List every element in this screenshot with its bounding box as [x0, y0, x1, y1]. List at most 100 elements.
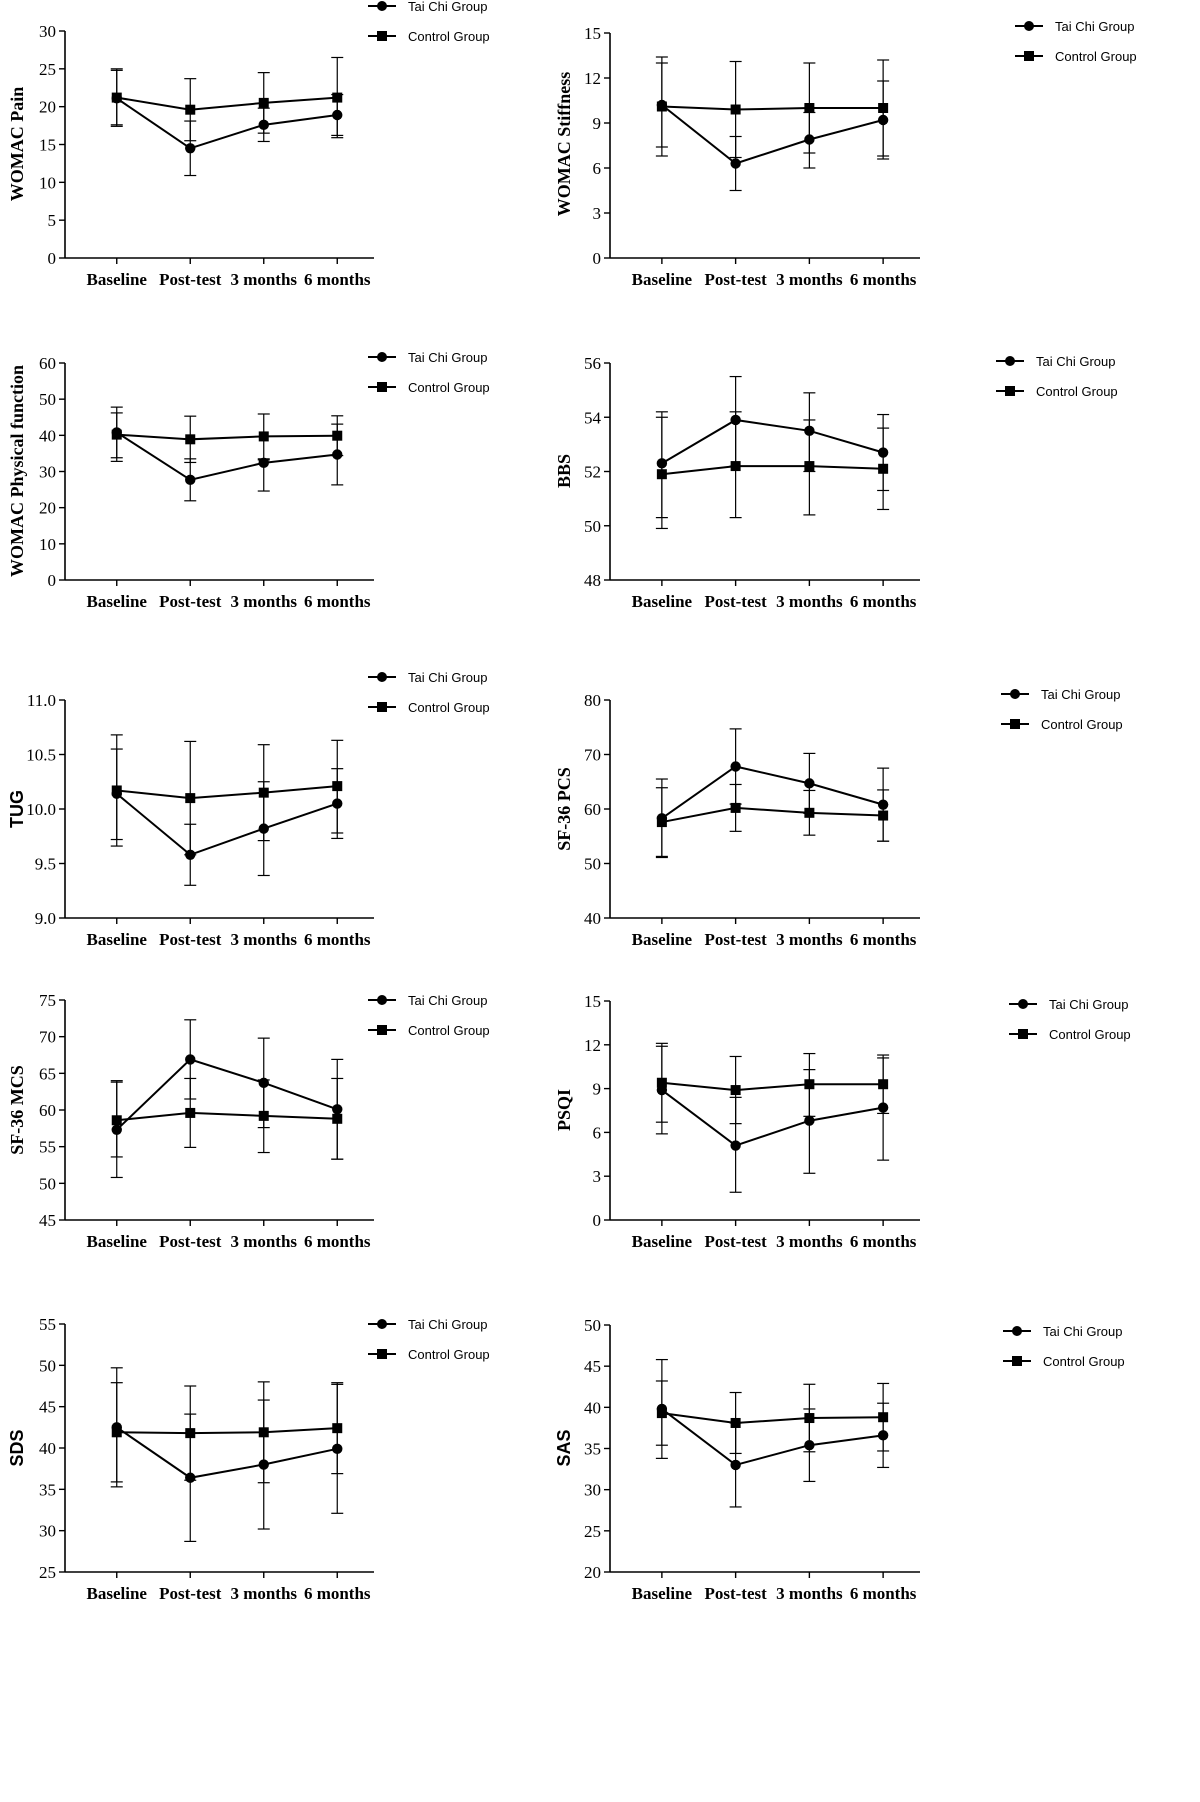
- x-category-label: 6 months: [850, 270, 917, 289]
- legend-label-control: Control Group: [408, 700, 490, 715]
- control-series: [110, 1381, 344, 1484]
- y-axis-title: TUG: [7, 790, 27, 828]
- data-point-square: [730, 1085, 741, 1096]
- data-point-square: [185, 434, 196, 445]
- legend: Tai Chi Group Control Group: [1009, 997, 1131, 1042]
- y-tick-label: 30: [39, 463, 56, 482]
- y-axis-title: SAS: [554, 1429, 574, 1466]
- chart-panel-1: 0 5 10 15 20 25 30 Baseline Post-test 3 months 6 m…: [7, 0, 490, 289]
- x-category-label: Post-test: [704, 1584, 767, 1603]
- data-point-square: [111, 1427, 122, 1438]
- series-line: [661, 104, 884, 165]
- chart-panel-9: 25 30 35 40 45 50 55 Baseline Post-test 3 months 6…: [7, 1315, 490, 1603]
- x-category-label: 3 months: [776, 930, 843, 949]
- taichi-series: [110, 1019, 344, 1179]
- legend-circle-marker: [1005, 356, 1015, 366]
- series-line: [116, 96, 338, 111]
- chart-panel-7: 45 50 55 60 65 70 75 Baseline Post-test 3 months 6…: [7, 991, 490, 1251]
- data-point-square: [804, 103, 815, 113]
- y-tick-label: 10: [39, 173, 56, 192]
- data-point-square: [185, 1428, 196, 1439]
- y-tick-label: 50: [584, 517, 601, 536]
- series-line: [661, 765, 884, 820]
- y-tick-label: 70: [39, 1028, 56, 1047]
- legend-label-taichi: Tai Chi Group: [1043, 1324, 1122, 1339]
- x-category-label: Baseline: [632, 1232, 693, 1251]
- data-point-square: [656, 1077, 667, 1088]
- x-category-label: Baseline: [87, 930, 148, 949]
- legend: Tai Chi Group Control Group: [368, 1317, 490, 1362]
- y-tick-label: 9.0: [35, 909, 56, 928]
- data-point-square: [332, 430, 343, 441]
- data-point-square: [185, 104, 196, 115]
- y-tick-label: 40: [584, 909, 601, 928]
- data-point-square: [878, 1079, 889, 1090]
- legend-label-taichi: Tai Chi Group: [1041, 687, 1120, 702]
- legend-circle-marker: [377, 1, 387, 11]
- y-tick-label: 75: [39, 991, 56, 1010]
- data-point-square: [258, 787, 269, 798]
- data-point-circle: [804, 778, 815, 789]
- legend-square-marker: [377, 702, 387, 712]
- chart-panel-4: 48 50 52 54 56 Baseline Post-test 3 months 6 mon…: [554, 354, 1118, 611]
- y-axis-title: SF-36 PCS: [554, 767, 574, 851]
- y-tick-label: 60: [39, 354, 56, 373]
- data-point-square: [804, 1413, 815, 1424]
- taichi-series: [655, 1358, 890, 1508]
- data-point-square: [332, 1113, 343, 1124]
- series-line: [661, 1081, 884, 1092]
- legend-label-taichi: Tai Chi Group: [408, 0, 487, 14]
- y-tick-label: 0: [593, 1211, 602, 1230]
- control-series: [655, 411, 890, 530]
- data-point-square: [730, 104, 741, 115]
- y-tick-label: 25: [39, 1563, 56, 1582]
- series-line: [116, 97, 338, 150]
- x-category-label: 6 months: [850, 1584, 917, 1603]
- chart-panel-3: 0 10 20 30 40 50 60 Baseline Post-test 3 months 6 …: [7, 350, 490, 611]
- y-tick-label: 3: [593, 204, 602, 223]
- y-tick-label: 50: [39, 390, 56, 409]
- y-tick-label: 12: [584, 69, 601, 88]
- legend-label-taichi: Tai Chi Group: [1036, 354, 1115, 369]
- x-category-label: 3 months: [776, 1584, 843, 1603]
- x-category-label: Baseline: [632, 592, 693, 611]
- taichi-series: [655, 728, 890, 859]
- y-tick-label: 25: [39, 60, 56, 79]
- y-axis-title: WOMAC Pain: [7, 87, 27, 202]
- legend-label-taichi: Tai Chi Group: [408, 993, 487, 1008]
- y-tick-label: 0: [48, 249, 57, 268]
- data-point-circle: [730, 1140, 741, 1151]
- y-tick-label: 0: [48, 571, 57, 590]
- legend-square-marker: [1018, 1029, 1028, 1039]
- x-category-label: 6 months: [304, 1232, 371, 1251]
- data-point-square: [185, 1107, 196, 1118]
- y-axis-title: PSQI: [554, 1089, 574, 1131]
- y-tick-label: 45: [39, 1211, 56, 1230]
- y-tick-label: 52: [584, 463, 601, 482]
- data-point-circle: [185, 1054, 196, 1065]
- legend-square-marker: [377, 1349, 387, 1359]
- y-axis-title: WOMAC Stiffness: [554, 72, 574, 217]
- taichi-series: [110, 1367, 344, 1543]
- y-tick-label: 45: [584, 1357, 601, 1376]
- y-tick-label: 20: [39, 98, 56, 117]
- y-tick-label: 55: [39, 1315, 56, 1334]
- x-category-label: Baseline: [87, 270, 148, 289]
- series-line: [116, 1058, 338, 1131]
- series-line: [661, 465, 884, 476]
- x-category-label: 6 months: [850, 1232, 917, 1251]
- data-point-circle: [185, 143, 196, 154]
- control-series: [110, 1077, 344, 1160]
- x-category-label: 6 months: [850, 592, 917, 611]
- control-series: [655, 783, 890, 858]
- x-category-label: Post-test: [704, 592, 767, 611]
- x-category-label: 3 months: [776, 1232, 843, 1251]
- y-tick-label: 48: [584, 571, 601, 590]
- series-line: [116, 792, 338, 856]
- series-line: [661, 1089, 884, 1147]
- series-line: [116, 1426, 338, 1479]
- data-point-circle: [730, 761, 741, 772]
- y-tick-label: 35: [39, 1480, 56, 1499]
- legend: Tai Chi Group Control Group: [1003, 1324, 1125, 1369]
- taichi-series: [110, 69, 344, 177]
